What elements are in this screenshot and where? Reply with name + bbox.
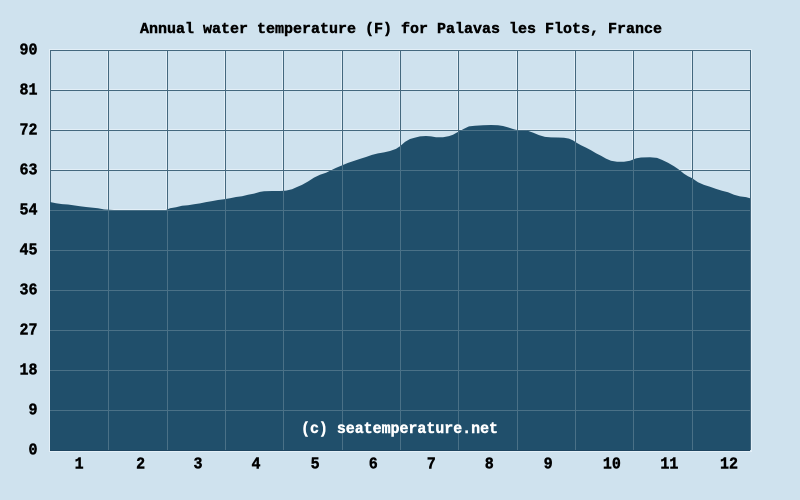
svg-text:36: 36 [20,281,38,300]
svg-text:81: 81 [20,81,38,100]
svg-text:27: 27 [20,321,38,340]
svg-text:63: 63 [20,161,38,180]
svg-text:7: 7 [427,455,436,474]
svg-text:5: 5 [311,455,320,474]
svg-text:12: 12 [720,455,738,474]
svg-text:72: 72 [20,121,38,140]
svg-text:0: 0 [29,441,38,460]
svg-text:9: 9 [29,401,38,420]
svg-text:11: 11 [660,455,678,474]
svg-text:10: 10 [603,455,621,474]
svg-text:1: 1 [75,455,84,474]
svg-text:9: 9 [544,455,553,474]
svg-text:45: 45 [20,241,38,260]
svg-text:54: 54 [20,201,38,220]
svg-text:2: 2 [136,455,145,474]
svg-text:4: 4 [252,455,261,474]
svg-text:Annual water temperature (F) f: Annual water temperature (F) for Palavas… [140,21,662,38]
svg-text:(c) seatemperature.net: (c) seatemperature.net [301,420,498,438]
svg-text:6: 6 [369,455,378,474]
svg-text:90: 90 [20,41,38,60]
svg-text:18: 18 [20,361,38,380]
svg-text:8: 8 [485,455,494,474]
svg-text:3: 3 [194,455,203,474]
